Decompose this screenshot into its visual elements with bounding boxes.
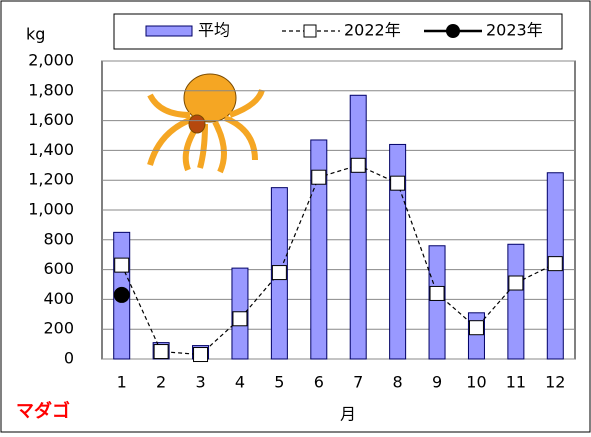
- legend-label: 2023年: [486, 21, 543, 40]
- point: [390, 175, 406, 191]
- bar: [389, 143, 407, 360]
- x-tick-label: 4: [235, 373, 245, 392]
- y-tick-label: 1,400: [28, 140, 74, 159]
- x-tick-label: 9: [432, 373, 442, 392]
- legend-marker: [303, 24, 317, 38]
- legend-marker: [446, 24, 460, 38]
- y-tick-label: 400: [43, 289, 74, 308]
- y-tick-label: 1,800: [28, 80, 74, 99]
- point: [113, 286, 130, 303]
- y-tick-label: 200: [43, 319, 74, 338]
- point: [547, 256, 563, 272]
- point: [153, 344, 169, 360]
- legend-label: 平均: [198, 21, 230, 40]
- y-tick-label: 0: [64, 349, 74, 368]
- annotation: マダゴ: [16, 400, 70, 422]
- x-tick-label: 7: [353, 373, 363, 392]
- bar: [428, 245, 446, 360]
- point: [193, 347, 209, 363]
- legend-label: 2022年: [344, 21, 401, 40]
- x-tick-label: 8: [393, 373, 403, 392]
- bar: [467, 312, 485, 360]
- legend-swatch: [145, 25, 193, 37]
- point: [468, 320, 484, 336]
- y-tick-label: 600: [43, 259, 74, 278]
- x-tick-label: 3: [195, 373, 205, 392]
- point: [114, 257, 130, 273]
- y-axis-label: kg: [26, 25, 45, 44]
- octopus-illustration: [147, 73, 265, 174]
- y-tick-label: 1,000: [28, 200, 74, 219]
- bar: [310, 139, 328, 360]
- x-tick-label: 10: [466, 373, 486, 392]
- y-tick-label: 800: [43, 229, 74, 248]
- x-tick-label: 11: [506, 373, 526, 392]
- point: [350, 157, 366, 173]
- y-tick-label: 1,200: [28, 170, 74, 189]
- x-tick-label: 5: [274, 373, 284, 392]
- x-tick-label: 12: [545, 373, 565, 392]
- x-tick-label: 2: [156, 373, 166, 392]
- point: [271, 265, 287, 281]
- bar: [349, 94, 367, 360]
- bar: [507, 243, 525, 360]
- point: [508, 275, 524, 291]
- x-tick-label: 1: [117, 373, 127, 392]
- x-tick-label: 6: [314, 373, 324, 392]
- point: [311, 169, 327, 185]
- y-tick-label: 1,600: [28, 110, 74, 129]
- point: [232, 311, 248, 327]
- y-tick-label: 2,000: [28, 51, 74, 70]
- x-axis-label: 月: [340, 405, 356, 424]
- point: [429, 285, 445, 301]
